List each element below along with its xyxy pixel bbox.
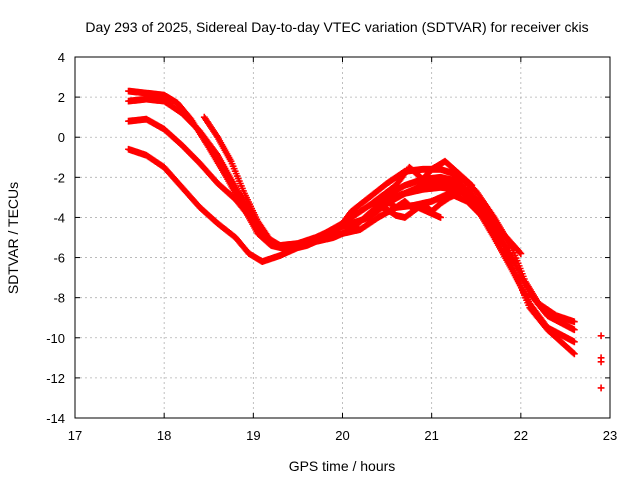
x-axis-label: GPS time / hours <box>289 458 396 474</box>
data-point <box>498 238 506 246</box>
data-marks <box>125 87 605 392</box>
x-tick-label: 21 <box>424 428 438 443</box>
x-tick-label: 23 <box>603 428 617 443</box>
y-tick-label: -6 <box>53 251 65 266</box>
y-tick-label: -2 <box>53 170 65 185</box>
data-point <box>569 349 577 357</box>
data-point <box>437 214 444 221</box>
x-tick-label: 17 <box>68 428 82 443</box>
data-point <box>570 318 578 326</box>
y-tick-label: -4 <box>53 210 65 225</box>
x-tick-label: 19 <box>246 428 260 443</box>
y-tick-label: -12 <box>46 371 65 386</box>
grid-lines <box>75 57 610 418</box>
data-point <box>597 384 605 392</box>
data-point <box>516 248 524 256</box>
y-tick-label: -8 <box>53 291 65 306</box>
data-point <box>467 181 475 188</box>
x-tick-label: 22 <box>514 428 528 443</box>
y-axis-label: SDTVAR / TECUs <box>5 182 21 294</box>
y-tick-label: -14 <box>46 411 65 426</box>
data-point <box>517 250 525 257</box>
data-point <box>570 350 578 358</box>
y-tick-label: 0 <box>58 130 65 145</box>
y-tick-label: 4 <box>58 50 65 65</box>
series-isolated-points <box>597 332 605 392</box>
x-tick-label: 18 <box>157 428 171 443</box>
x-tick-label: 20 <box>335 428 349 443</box>
data-point <box>597 332 605 340</box>
series-trace-8 <box>365 202 444 221</box>
y-tick-label: -10 <box>46 331 65 346</box>
data-point <box>499 240 507 247</box>
y-tick-label: 2 <box>58 90 65 105</box>
chart-title: Day 293 of 2025, Sidereal Day-to-day VTE… <box>85 19 588 35</box>
data-point <box>570 338 578 346</box>
data-point <box>570 326 578 334</box>
data-point <box>468 181 476 189</box>
series-trace-7 <box>365 157 476 209</box>
plot-frame <box>74 56 611 419</box>
data-point <box>597 358 605 366</box>
